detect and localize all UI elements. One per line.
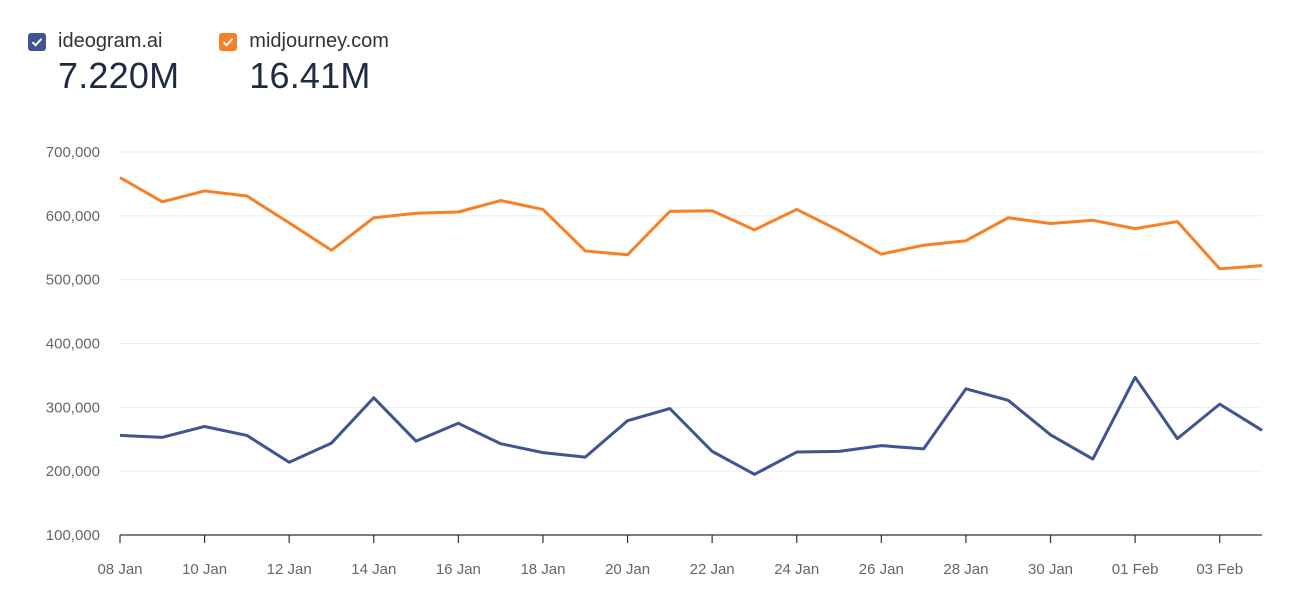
checkbox-icon[interactable] [28,32,46,51]
series-line-ideogram-ai[interactable] [119,375,1263,476]
y-tick-label: 500,000 [46,272,100,289]
x-tick-label: 30 Jan [1028,561,1073,578]
y-tick-label: 700,000 [46,144,100,161]
legend-label: midjourney.com [249,30,389,52]
x-tick-label: 20 Jan [605,561,650,578]
x-tick-label: 18 Jan [520,561,565,578]
x-tick-label: 14 Jan [351,561,396,578]
y-tick-label: 300,000 [46,399,100,416]
x-tick-label: 03 Feb [1196,561,1243,578]
y-tick-label: 200,000 [46,463,100,480]
x-tick-label: 24 Jan [774,561,819,578]
x-tick-label: 12 Jan [267,561,312,578]
legend-label: ideogram.ai [58,30,163,52]
legend-total: 7.220M [58,55,180,96]
x-tick-label: 08 Jan [97,561,142,578]
x-tick-label: 28 Jan [943,561,988,578]
x-tick-label: 26 Jan [859,561,904,578]
checkmark-icon [223,37,234,47]
y-tick-label: 100,000 [46,527,100,544]
x-tick-label: 01 Feb [1112,561,1159,578]
legend-item-ideogram[interactable]: ideogram.ai 7.220M [28,30,179,97]
x-tick-label: 10 Jan [182,561,227,578]
x-tick-label: 16 Jan [436,561,481,578]
legend: ideogram.ai 7.220M midjourney.com 16.41M [28,30,389,97]
checkbox-icon[interactable] [219,32,238,51]
checkmark-icon [31,37,43,47]
x-tick-label: 22 Jan [690,561,735,578]
legend-item-midjourney[interactable]: midjourney.com 16.41M [219,30,389,97]
legend-total: 16.41M [249,55,371,96]
y-tick-label: 400,000 [46,336,100,353]
series-line-midjourney-com[interactable] [119,176,1263,271]
y-tick-label: 600,000 [46,208,100,225]
